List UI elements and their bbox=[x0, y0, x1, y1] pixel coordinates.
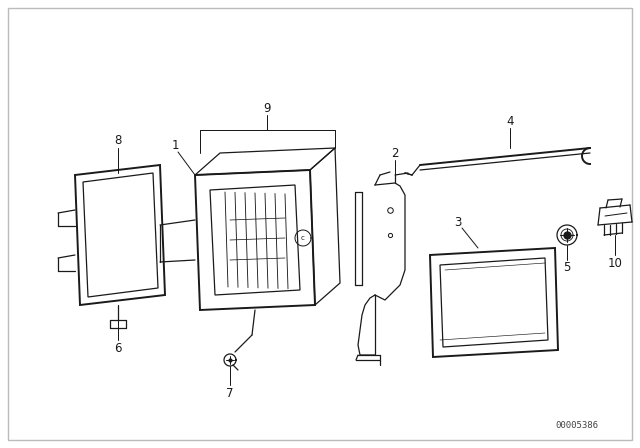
Text: 4: 4 bbox=[506, 115, 514, 128]
Text: 00005386: 00005386 bbox=[555, 421, 598, 430]
Text: 7: 7 bbox=[227, 387, 234, 400]
Text: 9: 9 bbox=[263, 102, 271, 115]
Text: 1: 1 bbox=[172, 138, 179, 151]
Text: 2: 2 bbox=[391, 146, 399, 159]
Text: 5: 5 bbox=[563, 260, 571, 273]
Text: c: c bbox=[301, 235, 305, 241]
Text: 3: 3 bbox=[454, 215, 461, 228]
Text: 8: 8 bbox=[115, 134, 122, 146]
Text: 10: 10 bbox=[607, 257, 623, 270]
Text: 6: 6 bbox=[115, 341, 122, 354]
